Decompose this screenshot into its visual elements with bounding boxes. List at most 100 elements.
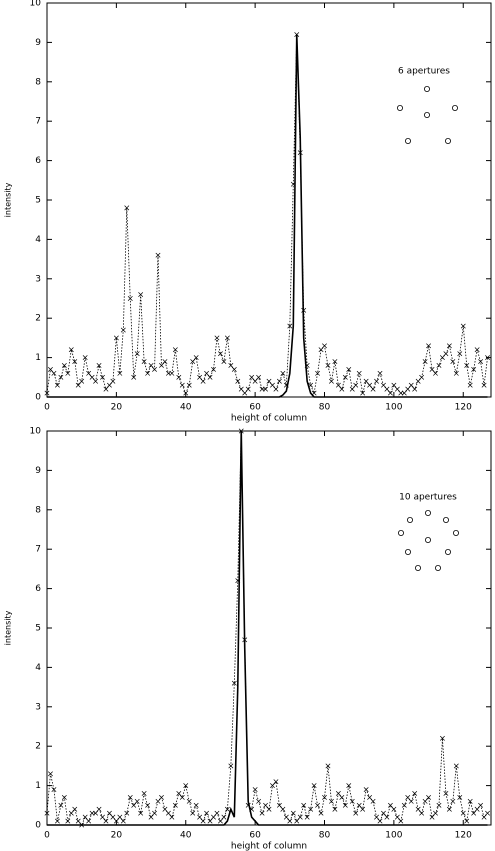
marker <box>131 374 137 380</box>
marker <box>301 802 307 808</box>
marker <box>155 798 161 804</box>
marker <box>179 794 185 800</box>
marker <box>106 810 112 816</box>
marker <box>179 382 185 388</box>
marker <box>186 798 192 804</box>
aperture-diagram <box>396 86 458 144</box>
marker <box>120 327 126 333</box>
marker <box>249 374 255 380</box>
y-tick-label: 5 <box>35 196 41 206</box>
marker <box>134 351 140 357</box>
marker <box>159 794 164 800</box>
y-axis-label: intensity <box>4 182 13 217</box>
marker <box>332 359 338 364</box>
marker <box>44 810 50 816</box>
marker <box>197 814 203 820</box>
y-tick-label: 1 <box>35 781 41 791</box>
marker <box>398 818 404 824</box>
marker <box>394 386 400 392</box>
marker <box>464 363 470 368</box>
x-axis-label: height of column <box>231 842 307 851</box>
marker <box>335 382 341 388</box>
y-tick-label: 10 <box>30 0 42 9</box>
marker <box>96 363 102 368</box>
marker <box>113 335 119 341</box>
y-axis-label: intensity <box>4 610 13 645</box>
marker <box>370 386 376 392</box>
marker <box>318 347 324 353</box>
marker <box>214 335 220 341</box>
marker <box>328 798 334 804</box>
marker <box>325 363 331 368</box>
marker <box>328 378 334 384</box>
marker <box>172 347 178 353</box>
marker <box>485 355 490 361</box>
marker <box>235 378 241 384</box>
marker <box>113 818 119 824</box>
marker <box>200 378 206 384</box>
marker <box>131 802 137 808</box>
marker <box>360 806 366 812</box>
marker <box>474 806 480 812</box>
marker <box>481 814 487 820</box>
solid-line <box>47 34 488 398</box>
marker <box>217 818 223 824</box>
marker <box>259 386 265 392</box>
marker <box>342 374 348 380</box>
marker <box>148 363 154 368</box>
marker <box>481 382 487 388</box>
marker <box>349 386 355 392</box>
marker <box>342 802 348 808</box>
marker <box>370 798 376 804</box>
marker <box>141 791 147 796</box>
marker <box>172 802 178 808</box>
marker <box>238 386 244 392</box>
marker <box>124 810 130 816</box>
marker <box>401 390 407 396</box>
marker <box>280 370 286 376</box>
marker <box>61 363 67 368</box>
marker <box>176 374 182 380</box>
marker <box>419 374 425 380</box>
y-tick-label: 6 <box>35 584 41 594</box>
marker <box>183 783 189 789</box>
marker <box>297 814 303 820</box>
y-tick-label: 1 <box>35 353 41 363</box>
marker <box>433 810 438 816</box>
y-tick-label: 8 <box>35 77 41 87</box>
marker <box>439 735 445 741</box>
marker <box>117 814 123 820</box>
marker <box>190 810 196 816</box>
marker <box>318 810 324 816</box>
x-tick-label: 120 <box>455 403 472 413</box>
marker <box>120 818 126 824</box>
marker <box>51 370 57 376</box>
marker <box>75 818 81 824</box>
marker <box>381 810 386 816</box>
marker <box>68 347 74 353</box>
marker <box>457 351 463 357</box>
marker <box>162 359 168 364</box>
marker <box>405 386 411 392</box>
marker <box>141 359 147 364</box>
marker <box>453 370 459 376</box>
marker <box>363 378 369 384</box>
annotation: 6 apertures <box>398 67 450 77</box>
y-tick-label: 10 <box>30 427 42 437</box>
marker <box>200 818 206 824</box>
marker <box>450 798 456 804</box>
marker <box>374 814 379 820</box>
plot-frame <box>46 2 492 398</box>
marker <box>82 355 88 361</box>
marker <box>384 814 390 820</box>
marker <box>377 818 383 824</box>
marker <box>426 343 432 349</box>
marker <box>439 355 445 361</box>
y-tick-label: 0 <box>35 393 41 403</box>
marker <box>436 802 442 808</box>
marker <box>471 810 477 816</box>
x-tick-label: 0 <box>44 403 50 413</box>
marker <box>408 382 414 388</box>
marker <box>259 810 265 816</box>
